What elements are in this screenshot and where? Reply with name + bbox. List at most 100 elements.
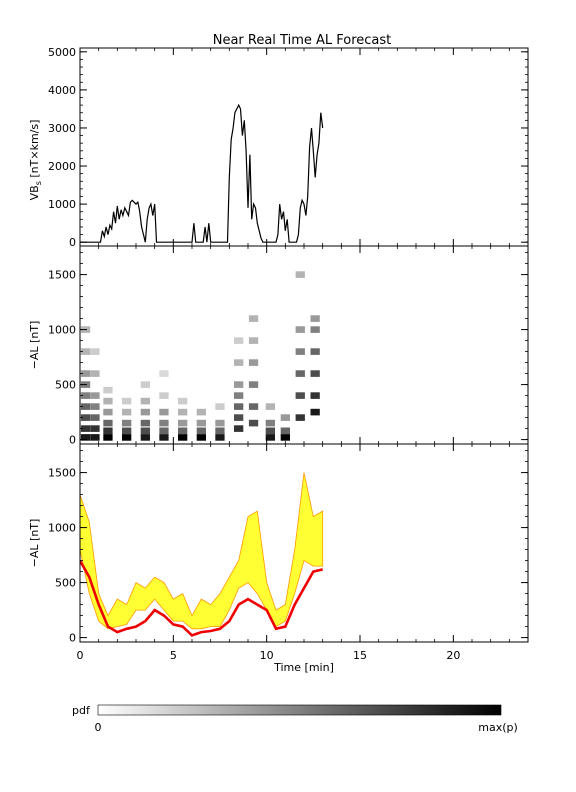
heatmap-cell [159, 408, 169, 416]
colorbar-min-label: 0 [95, 721, 102, 734]
heatmap-cell [140, 381, 150, 388]
heatmap-cell [122, 397, 132, 405]
heatmap-cell [248, 315, 259, 322]
ensemble-panel: 0 500 1000 1500 0 5 10 15 20 −AL [nT] Time [min] [28, 443, 529, 674]
heatmap-cell [178, 408, 188, 416]
heatmap-cell [140, 419, 150, 427]
heatmap-cell [215, 434, 225, 441]
colorbar-label: pdf [72, 704, 91, 717]
y-tick-label: 500 [55, 577, 76, 590]
heatmap-cell [90, 348, 100, 355]
heatmap-cell [310, 326, 320, 333]
pdf-panel: 0 500 1000 1500 −AL [nT] [28, 245, 529, 447]
ensemble-ylabel: −AL [nT] [28, 519, 41, 568]
heatmap-cell [234, 381, 244, 388]
heatmap-cell [80, 425, 91, 432]
heatmap-cell [215, 419, 225, 427]
vbs-line [80, 103, 324, 243]
heatmap-cell [295, 348, 305, 355]
heatmap-cell [140, 397, 150, 405]
median-line [80, 559, 323, 637]
y-tick-label: 1000 [48, 198, 76, 211]
heatmap-cell [295, 392, 305, 399]
heatmap-cell [80, 392, 91, 399]
heatmap-cell [103, 419, 113, 427]
y-tick-label: 1500 [48, 269, 76, 282]
heatmap-cell [196, 408, 206, 416]
heatmap-cell [280, 427, 290, 435]
heatmap-cell [159, 427, 169, 435]
heatmap-cell [103, 408, 113, 416]
y-tick-label: 1000 [48, 324, 76, 337]
y-tick-label: 500 [55, 379, 76, 392]
colorbar: pdf 0 max(p) [72, 704, 518, 734]
x-tick-label: 5 [170, 649, 177, 662]
heatmap-cell [215, 427, 225, 435]
pdf-ylabel: −AL [nT] [28, 321, 41, 370]
heatmap-cell [103, 427, 113, 435]
heatmap-cell [310, 392, 320, 399]
heatmap-cell [140, 408, 150, 416]
y-tick-label: 5000 [48, 46, 76, 59]
heatmap-cell [159, 419, 169, 427]
heatmap-cell [310, 315, 320, 322]
heatmap-cell [80, 348, 91, 355]
heatmap-cell [159, 434, 169, 441]
heatmap-cell [295, 326, 305, 333]
x-tick-label: 10 [260, 649, 274, 662]
heatmap-cell [248, 381, 259, 388]
heatmap-cell [90, 403, 100, 410]
heatmap-cell [280, 414, 290, 421]
x-tick-label: 20 [446, 649, 460, 662]
chart-title: Near Real Time AL Forecast [213, 33, 392, 48]
heatmap-cell [234, 403, 244, 410]
heatmap-cell [265, 427, 275, 435]
y-tick-label: 3000 [48, 122, 76, 135]
heatmap-cell [265, 403, 275, 410]
y-tick-label: 0 [69, 632, 76, 645]
heatmap-cell [103, 386, 113, 394]
y-tick-label: 1000 [48, 522, 76, 535]
y-tick-label: 0 [69, 434, 76, 447]
heatmap-cell [90, 425, 100, 432]
heatmap-cell [140, 434, 150, 441]
heatmap-cell [90, 414, 100, 421]
heatmap-cell [234, 425, 244, 432]
heatmap-cell [248, 337, 259, 344]
heatmap-cell [178, 427, 188, 435]
heatmap-cell [196, 427, 206, 435]
heatmap-cell [122, 419, 132, 427]
heatmap-cell [265, 419, 275, 427]
heatmap-cell [234, 337, 244, 344]
heatmap-cell [90, 392, 100, 399]
heatmap-cell [90, 434, 100, 441]
heatmap-cell [178, 434, 188, 441]
heatmap-cell [122, 408, 132, 416]
heatmap-cell [234, 392, 244, 399]
y-tick-label: 2000 [48, 160, 76, 173]
heatmap-cell [90, 370, 100, 377]
ensemble-band [80, 472, 324, 630]
vbs-panel: 0 1000 2000 3000 4000 5000 VBs [nT×km/s] [28, 46, 529, 249]
heatmap-cell [234, 359, 244, 366]
heatmap-cell [280, 434, 290, 441]
heatmap-cell [103, 397, 113, 405]
colorbar-gradient [97, 704, 502, 716]
heatmap-cell [310, 370, 320, 377]
heatmap-cell [215, 403, 225, 410]
y-tick-label: 4000 [48, 84, 76, 97]
heatmap-cell [234, 414, 244, 421]
heatmap-cell [80, 434, 91, 441]
y-tick-label: 0 [69, 236, 76, 249]
heatmap-cell [80, 414, 91, 421]
heatmap-cell [310, 348, 320, 355]
heatmap-cell [103, 434, 113, 441]
heatmap-cell [80, 370, 91, 377]
heatmap-cell [295, 414, 305, 421]
heatmap-cell [265, 434, 275, 441]
heatmap-cell [248, 359, 259, 366]
x-tick-label: 15 [353, 649, 367, 662]
x-tick-label: 0 [77, 649, 84, 662]
heatmap-cell [140, 427, 150, 435]
